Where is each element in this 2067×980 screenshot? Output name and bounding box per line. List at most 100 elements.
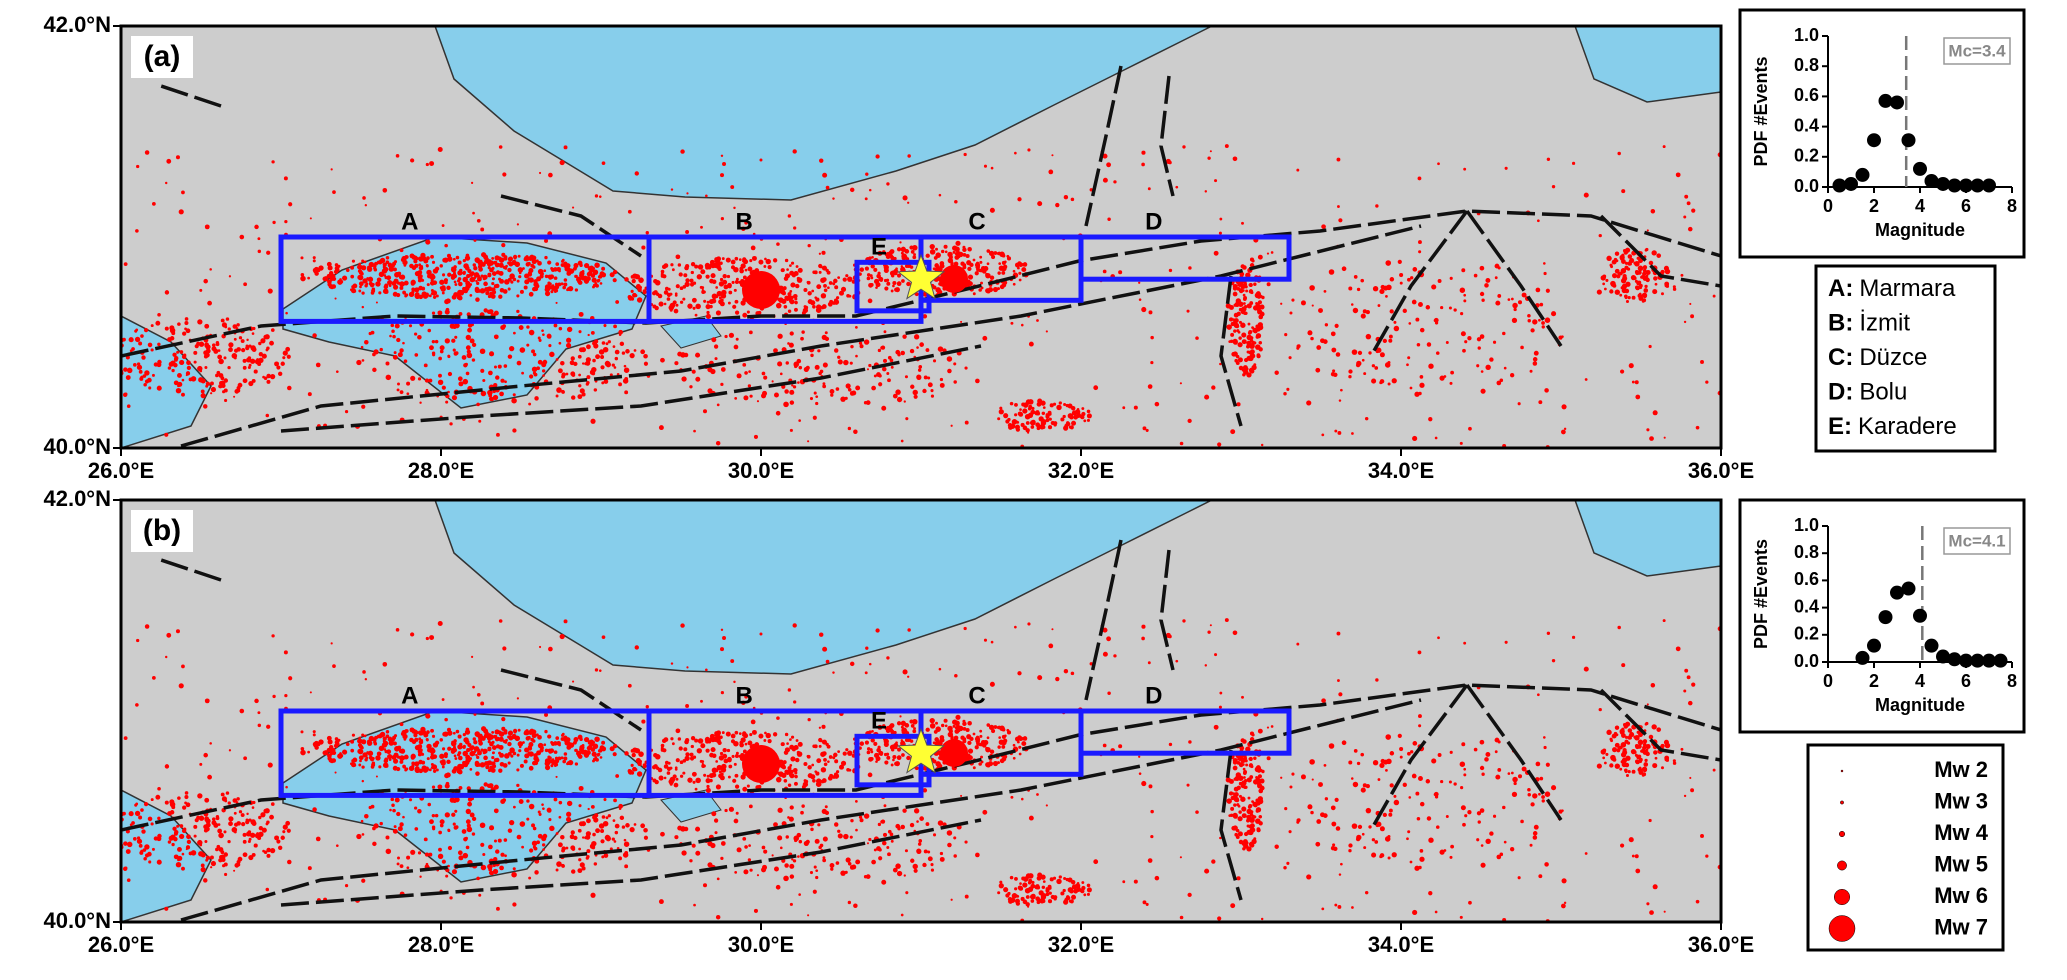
region-box [1078,708,1292,756]
pdf-point [1855,167,1870,182]
region-key: A: [1828,275,1853,302]
inset-x-tick-label: 0 [1823,196,1833,216]
panel-label-box [131,36,193,78]
pdf-point [1913,161,1927,176]
pdf-point [1982,653,1996,668]
mc-label-box [1943,527,2011,555]
pdf-point [1959,653,1973,668]
inset-y-tick-label: 0.4 [1794,596,1819,616]
region-legend-entry: B: İzmit [1828,310,1910,337]
inset-y-tick-label: 0.0 [1794,651,1819,671]
region-letter: A [401,682,418,709]
pdf-point [1913,608,1927,623]
region-key: E: [1828,413,1852,440]
pdf-point [1878,610,1893,625]
region-legend-frame [1814,264,1997,453]
region-letter: D [1145,682,1162,709]
inset-x-tick-label: 8 [2007,671,2017,691]
region-key: C: [1828,344,1853,371]
region-letter: E [871,708,887,735]
y-tick-label: 42.0°N [43,12,111,37]
panels: A B C D E (a) 26.0°E 28.0°E 30.0°E 32.0°E 34.0°E 36… [43,12,1754,957]
pdf-point [1844,176,1858,191]
x-tick-label: 36.0°E [1688,458,1754,483]
inset-y-tick-label: 0.2 [1794,146,1819,166]
x-tick-label: 26.0°E [88,458,154,483]
x-tick-label: 36.0°E [1688,932,1754,957]
region-name: İzmit [1859,310,1910,337]
map-area: A B C D E [121,26,1721,448]
mc-label-box [1943,37,2011,65]
inset-y-tick-label: 1.0 [1794,25,1819,45]
inset-x-tick-label: 2 [1869,671,1879,691]
map-frame [119,24,1723,450]
region-legend-entry: A: Marmara [1828,275,1956,302]
x-tick-label: 30.0°E [728,932,794,957]
pdf-point [1947,178,1962,193]
inset-y-label: PDF #Events [1751,539,1771,649]
inset-y-label: PDF #Events [1751,56,1771,166]
region-letter: E [871,234,887,261]
pdf-point [1867,638,1881,653]
magnitude-symbol [1833,888,1851,906]
side-panels: 0 2 4 6 8 0.0 0.2 0.4 0.6 0.8 1.0 Magnitude PDF #Eve… [1738,8,2026,952]
magnitude-symbol [1837,860,1847,871]
pdf-point [1936,176,1950,191]
pdf-point [1867,133,1881,148]
y-tick-label: 40.0°N [43,908,111,933]
inset-x-label: Magnitude [1875,695,1965,715]
inset-y-tick-label: 0.2 [1794,624,1819,644]
magnitude-symbol [1840,800,1844,805]
inset-x-tick-label: 4 [1915,196,1925,216]
pdf-point [1970,178,1985,193]
mc-label: Mc=3.4 [1948,41,2006,60]
region-name: Düzce [1859,344,1927,371]
y-tick-label: 40.0°N [43,434,111,459]
region-letter: B [736,208,753,235]
region-letter: D [1145,208,1162,235]
mainshock-star [896,727,946,774]
region-box [1078,234,1292,282]
magnitude-label: Mw 3 [1934,788,1988,813]
inset-x-tick-label: 0 [1823,671,1833,691]
pdf-point [1959,178,1973,193]
pdf-point [1936,649,1950,664]
pdf-point [1878,93,1893,108]
panel-label-box [131,510,193,552]
magnitude-label: Mw 5 [1934,851,1988,876]
inset-x-tick-label: 4 [1915,671,1925,691]
pdf-point [1982,178,1996,193]
magnitude-label: Mw 6 [1934,883,1988,908]
inset-y-tick-label: 1.0 [1794,515,1819,535]
region-name: Karadere [1858,413,1957,440]
y-tick-label: 42.0°N [43,486,111,511]
pdf-point [1993,653,2008,668]
region-name: Bolu [1859,379,1907,406]
inset-x-tick-label: 2 [1869,196,1879,216]
map-panel: A B C D E (b) 26.0°E 28.0°E 30.0°E 32.0°E 34.0°E 36… [43,486,1754,957]
inset-x-label: Magnitude [1875,220,1965,240]
region-letter: C [968,682,985,709]
inset-y-tick-label: 0.6 [1794,569,1819,589]
pdf-point [1901,581,1916,596]
inset-y-tick-label: 0.8 [1794,542,1819,562]
x-tick-label: 32.0°E [1048,932,1114,957]
region-letter: A [401,208,418,235]
pdf-point [1970,653,1985,668]
magnitude-label: Mw 7 [1934,914,1988,939]
pdf-point [1890,95,1904,110]
pdf-point [1901,133,1916,148]
x-tick-label: 32.0°E [1048,458,1114,483]
x-tick-label: 26.0°E [88,932,154,957]
x-tick-label: 34.0°E [1368,458,1434,483]
inset-y-tick-label: 0.0 [1794,176,1819,196]
region-legend-entry: C: Düzce [1828,344,1927,371]
region-name: Marmara [1859,275,1956,302]
panel-label: (b) [143,514,181,547]
mc-label: Mc=4.1 [1948,531,2005,550]
mainshock-star [896,253,946,300]
inset-y-tick-label: 0.4 [1794,115,1819,135]
region-legend-entry: E: Karadere [1828,413,1957,440]
pdf-point [1890,585,1904,600]
